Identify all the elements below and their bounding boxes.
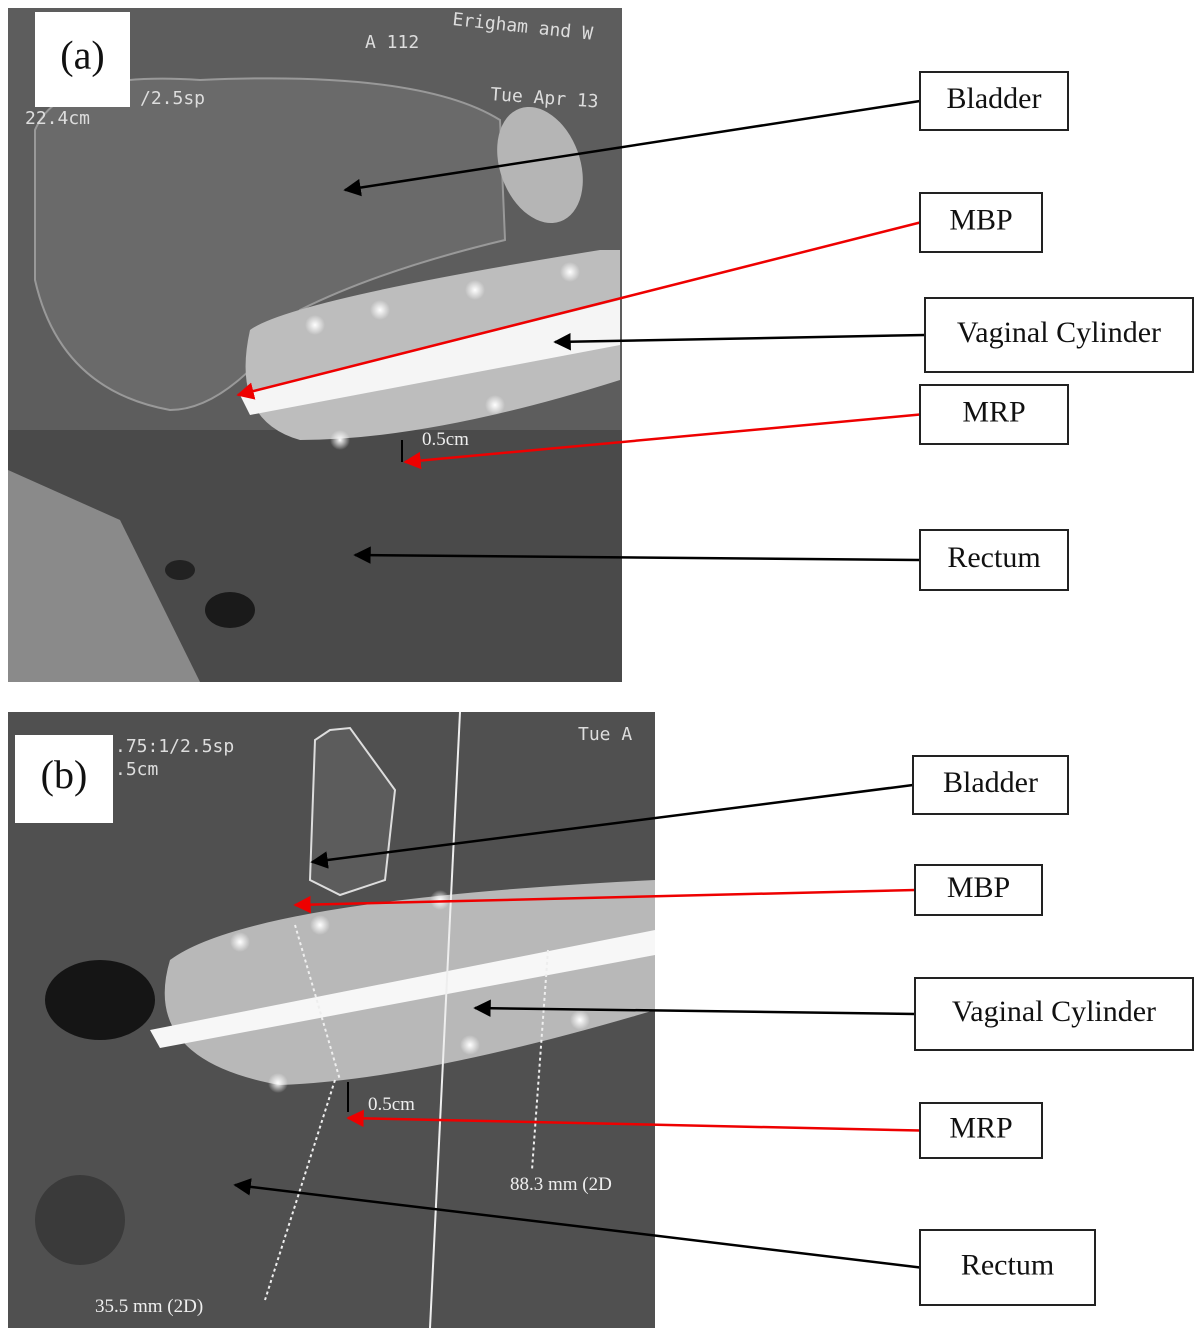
panel-label: (b) — [41, 752, 88, 797]
ct-image-a — [8, 8, 622, 682]
scanner-overlay-text: 22.4cm — [25, 108, 90, 129]
callout-label: Bladder — [943, 766, 1038, 799]
callout-label: MRP — [962, 395, 1025, 428]
callout-label: Vaginal Cylinder — [957, 316, 1161, 349]
callout-label: MRP — [949, 1111, 1012, 1144]
scanner-overlay-text: .75:1/2.5sp — [115, 736, 234, 757]
measurement-label: 88.3 mm (2D — [510, 1174, 612, 1195]
scanner-overlay-text: A 112 — [365, 32, 419, 53]
callout-label: Vaginal Cylinder — [952, 995, 1156, 1028]
callout-label: Rectum — [947, 541, 1040, 574]
measurement-label: 35.5 mm (2D) — [95, 1296, 203, 1317]
figure: (a)A 112Erigham and WTue Apr 13/2.5sp22.… — [0, 0, 1197, 1328]
measurement-label: 0.5cm — [422, 429, 469, 450]
callout-label: Rectum — [961, 1248, 1054, 1281]
callout-label: MBP — [947, 871, 1010, 904]
scanner-overlay-text: /2.5sp — [140, 88, 205, 109]
panel-label: (a) — [60, 33, 104, 78]
callout-label: Bladder — [947, 82, 1042, 115]
measurement-label: 0.5cm — [368, 1094, 415, 1115]
callout-label: MBP — [949, 203, 1012, 236]
scanner-overlay-text: Tue A — [578, 724, 632, 745]
scanner-overlay-text: .5cm — [115, 759, 158, 780]
